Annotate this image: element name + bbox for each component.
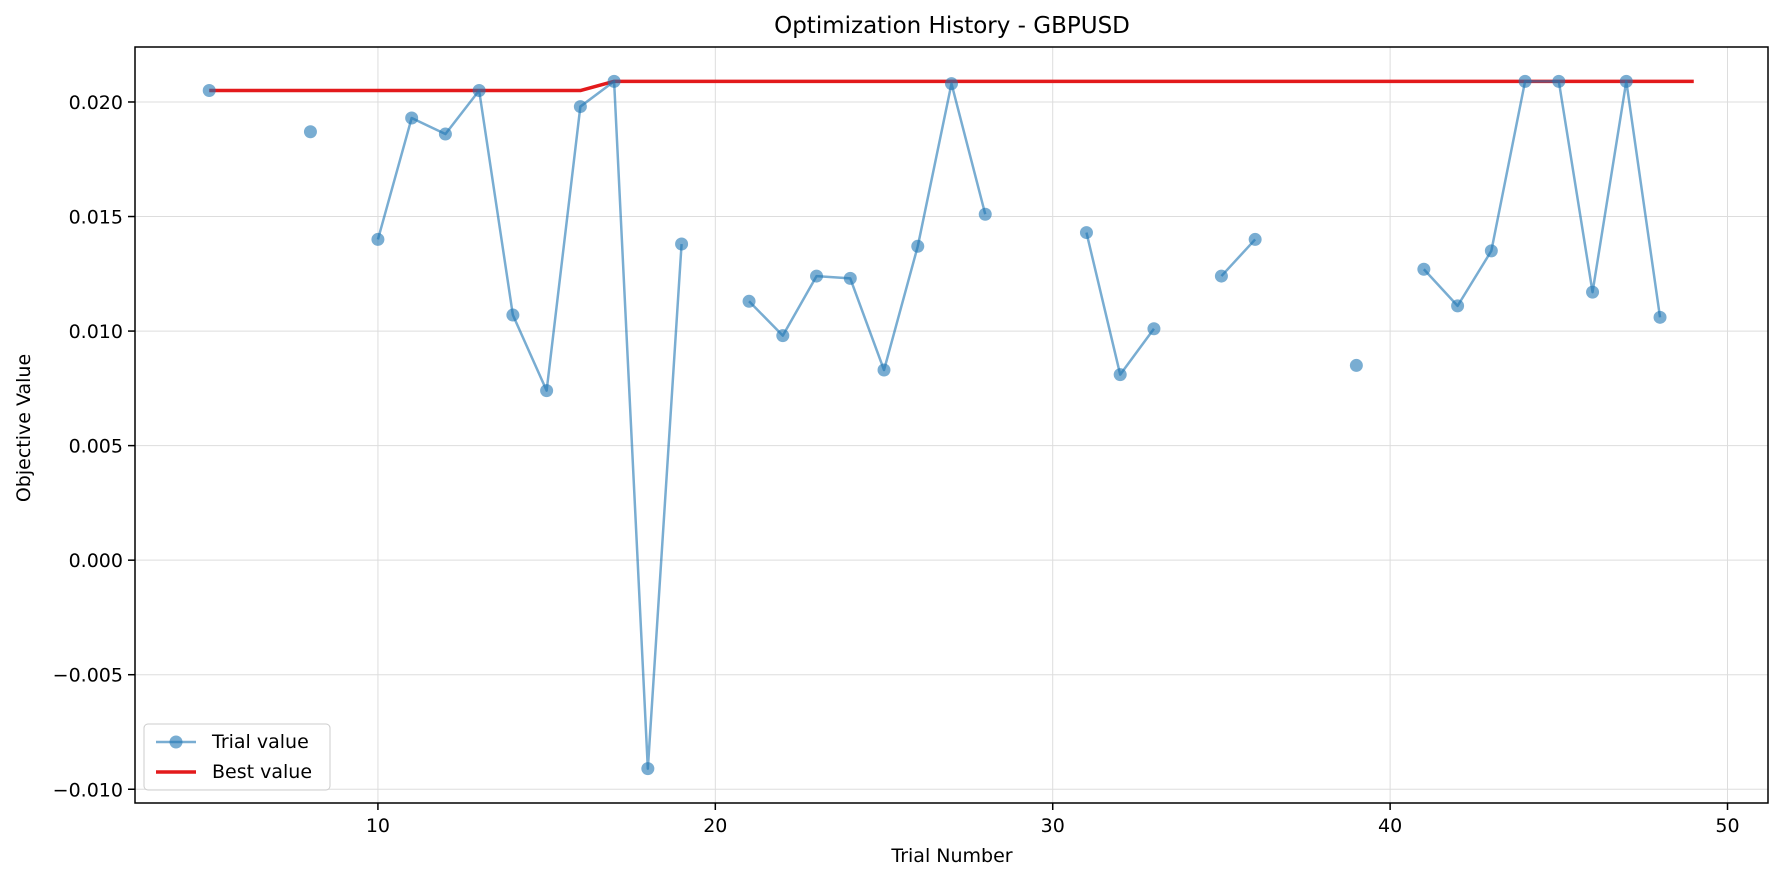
legend-trial-swatch-marker [169, 735, 183, 749]
trial-point [675, 237, 689, 251]
y-tick-label: −0.005 [53, 665, 123, 687]
trial-point [843, 271, 857, 285]
trial-point [1079, 226, 1093, 240]
trial-point [1586, 285, 1600, 299]
trial-point [1113, 368, 1127, 382]
trial-point [810, 269, 824, 283]
x-tick-label: 10 [366, 815, 390, 837]
trial-line-segment [748, 82, 987, 372]
trial-point [472, 84, 486, 98]
trial-point [1484, 244, 1498, 258]
trial-line-segment [376, 80, 683, 770]
trial-point [405, 111, 419, 125]
trial-point [1214, 269, 1228, 283]
x-tick-label: 40 [1378, 815, 1402, 837]
trial-line-segment [1422, 80, 1662, 318]
y-tick-label: 0.015 [69, 207, 123, 229]
trial-point [945, 77, 958, 91]
legend-best-label: Best value [212, 761, 312, 783]
trial-point [1147, 322, 1161, 336]
y-tick-label: 0.000 [69, 550, 123, 572]
trial-point [303, 125, 317, 139]
trial-point [1417, 262, 1431, 276]
trial-point [978, 207, 992, 221]
best-value-series [209, 79, 1694, 93]
trial-point [776, 329, 790, 343]
y-tick-label: 0.010 [69, 321, 123, 343]
trial-point [202, 84, 216, 98]
trial-point [438, 127, 452, 141]
trial-point [1451, 299, 1465, 313]
trial-line-segment [1220, 238, 1257, 277]
trial-point [1518, 74, 1532, 88]
trial-point [742, 294, 756, 308]
trial-point [877, 363, 891, 377]
trial-point [540, 384, 554, 398]
x-axis-label: Trial Number [890, 845, 1012, 867]
x-tick-label: 20 [703, 815, 727, 837]
trial-point [607, 74, 621, 88]
legend-trial-label: Trial value [211, 731, 309, 753]
grid-lines [135, 47, 1768, 803]
legend: Trial value Best value [143, 723, 331, 791]
trial-point [371, 232, 385, 246]
chart-title: Optimization History - GBPUSD [774, 13, 1130, 39]
y-axis-label: Objective Value [13, 354, 35, 502]
trial-point [573, 100, 587, 114]
trial-point [1248, 232, 1262, 246]
y-tick-label: 0.005 [69, 436, 123, 458]
y-tick-label: −0.010 [53, 779, 123, 801]
best-value-line [209, 79, 1694, 93]
trial-point [1349, 358, 1363, 372]
x-tick-label: 30 [1041, 815, 1065, 837]
trial-point [506, 308, 520, 322]
trial-point [911, 239, 925, 253]
trial-point [1552, 74, 1566, 88]
y-tick-label: 0.020 [69, 92, 123, 114]
trial-point [1653, 310, 1667, 324]
x-tick-label: 50 [1715, 815, 1739, 837]
trial-point [641, 762, 655, 776]
trial-value-series [202, 74, 1667, 776]
axes: 10 20 30 40 50 −0.010 −0.005 0.000 0.005 0.010 0.0… [53, 46, 1769, 837]
plot-frame [134, 46, 1769, 804]
trial-point [1619, 74, 1633, 88]
